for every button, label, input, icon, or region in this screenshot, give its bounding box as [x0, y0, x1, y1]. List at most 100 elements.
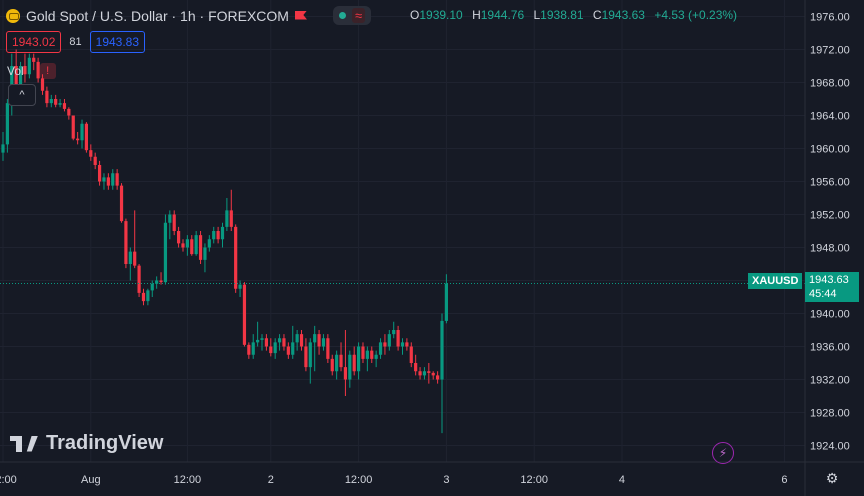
candle-body	[150, 283, 154, 291]
candle-body	[185, 239, 189, 248]
spread-value: 81	[69, 36, 82, 48]
volume-legend[interactable]: Vol !	[7, 63, 56, 79]
open-value: 1939.10	[419, 8, 463, 22]
candle	[383, 334, 387, 355]
x-tick-label: 12:00	[345, 474, 373, 486]
candle	[414, 354, 418, 376]
y-tick-label: 1936.00	[810, 342, 850, 354]
sell-price-button[interactable]: 1943.02	[6, 31, 62, 53]
x-tick-label: 2	[268, 474, 274, 486]
candle-body	[32, 57, 36, 62]
candle-body	[378, 342, 383, 355]
collapse-legend-button[interactable]: ^	[8, 84, 36, 106]
candle	[348, 350, 352, 388]
wave-icon: ≈	[351, 8, 366, 23]
candle	[339, 342, 343, 372]
candle-body	[422, 371, 427, 376]
x-tick-label: 3	[443, 474, 449, 486]
candle-body	[291, 342, 295, 355]
y-tick-label: 1948.00	[810, 243, 850, 255]
chart-legend[interactable]: Gold Spot / U.S. Dollar · 1h · FOREXCOM …	[6, 6, 372, 25]
candle	[392, 321, 396, 339]
candle-body	[343, 367, 348, 380]
candle	[273, 338, 277, 359]
candle	[36, 57, 40, 83]
candle	[62, 99, 67, 112]
candle-body	[71, 115, 75, 139]
candle-body	[137, 265, 141, 293]
flag-icon[interactable]	[295, 10, 309, 22]
buy-price-button[interactable]: 1943.83	[89, 31, 146, 53]
candle-body	[115, 173, 119, 186]
y-tick-label: 1940.00	[810, 309, 850, 321]
candle	[67, 107, 71, 120]
candle-body	[308, 342, 312, 368]
candle-body	[76, 138, 80, 141]
candle-body	[427, 371, 431, 373]
candle	[198, 231, 203, 264]
candle-body	[133, 251, 137, 266]
close-label: C	[592, 8, 602, 22]
market-status-pill[interactable]: ≈	[332, 6, 372, 25]
candle-body	[444, 283, 448, 321]
candle-body	[14, 66, 18, 91]
candle-body	[62, 103, 67, 109]
y-tick-label: 1932.00	[810, 375, 850, 387]
candle	[295, 330, 299, 351]
candle-body	[177, 231, 181, 244]
candle-body	[172, 214, 176, 231]
candle-body	[242, 284, 247, 345]
candle	[440, 313, 444, 434]
settings-gear-icon[interactable]: ⚙	[825, 469, 839, 486]
chevron-up-icon: ^	[19, 89, 25, 101]
candle	[216, 226, 220, 244]
candle	[330, 354, 334, 376]
candle-body	[36, 61, 40, 79]
candle-body	[365, 350, 369, 359]
candle	[365, 346, 369, 372]
lightning-icon[interactable]: ⚡	[712, 442, 734, 464]
candle	[128, 247, 132, 281]
candle-body	[356, 346, 361, 372]
candle	[124, 218, 128, 269]
candle	[234, 224, 238, 293]
x-tick-label: 12:00	[520, 474, 548, 486]
candle	[247, 342, 251, 359]
candle-body	[146, 290, 150, 302]
candle-body	[93, 156, 97, 165]
candle-body	[67, 108, 71, 116]
candle-body	[251, 342, 255, 355]
candle-body	[330, 358, 334, 372]
candle	[422, 367, 427, 380]
candle	[321, 334, 326, 351]
price-axis[interactable]: 1976.00 1972.00 1968.00 1964.00 1960.00 1956.…	[804, 0, 850, 496]
candle	[370, 346, 374, 363]
ohlc-values: O1939.10 H1944.76 L1938.81 C1943.63 +4.5…	[410, 8, 743, 22]
time-axis[interactable]: 12:00 Aug 12:00 2 12:00 3 12:00 4 6	[0, 461, 864, 486]
candle-body	[194, 235, 198, 255]
candle-body	[102, 177, 106, 182]
candle	[54, 94, 58, 108]
bar-countdown: 45:44	[809, 288, 837, 300]
candle-body	[405, 342, 409, 347]
candle-body	[339, 354, 343, 368]
candle-body	[155, 280, 159, 284]
candle	[177, 226, 181, 248]
candle-body	[234, 226, 238, 289]
warning-icon[interactable]: !	[39, 63, 56, 79]
candle-body	[383, 342, 387, 347]
candle	[405, 338, 409, 351]
candle-body	[370, 350, 374, 359]
candle	[256, 321, 260, 347]
candle	[286, 342, 290, 359]
tradingview-wordmark: TradingView	[46, 432, 164, 454]
tradingview-watermark: TradingView	[10, 432, 163, 455]
symbol-title[interactable]: Gold Spot / U.S. Dollar · 1h · FOREXCOM	[26, 7, 289, 24]
candle	[374, 350, 378, 368]
x-tick-label: 6	[781, 474, 787, 486]
candle	[111, 169, 115, 190]
candle	[356, 342, 361, 380]
candle-body	[247, 344, 251, 355]
candle-body	[216, 231, 220, 240]
